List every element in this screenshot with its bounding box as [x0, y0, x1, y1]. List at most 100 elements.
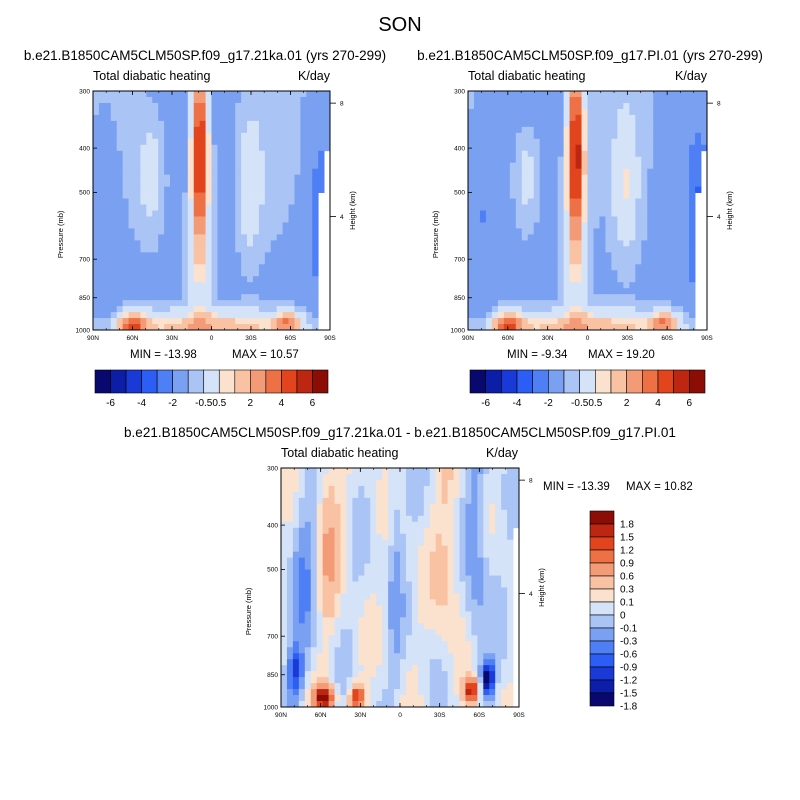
- panel2-cell: [629, 282, 636, 289]
- panel1-cell: [211, 126, 218, 134]
- panel3-cell: [400, 485, 407, 493]
- panel2-cell: [611, 210, 618, 217]
- panel2-cell: [695, 144, 702, 152]
- panel2-cell: [527, 120, 535, 128]
- panel2-cell: [557, 222, 565, 229]
- panel2-cell: [527, 306, 535, 313]
- panel1-cell: [270, 114, 278, 122]
- panel1-cell: [217, 294, 224, 301]
- panel3-cell: [429, 539, 437, 547]
- panel2-cell: [527, 240, 535, 247]
- panel3-cell: [382, 659, 389, 666]
- panel1-cell: [276, 204, 283, 211]
- panel2-cell: [557, 180, 565, 188]
- panel1-cell: [276, 162, 283, 170]
- panel3-cell: [388, 671, 395, 678]
- panel1-cell: [264, 96, 272, 104]
- panel3-cell: [394, 569, 401, 576]
- panel2-cell: [557, 276, 565, 283]
- panel3-cell: [441, 563, 448, 570]
- panel1-cell: [93, 204, 100, 211]
- panel3-cell: [429, 665, 437, 672]
- panel1-cell: [264, 162, 272, 170]
- panel3-cell: [358, 491, 365, 499]
- panel1-cell: [104, 312, 112, 319]
- panel1-cell: [152, 114, 159, 122]
- panel3-cell: [286, 497, 294, 505]
- panel2-cell: [593, 276, 600, 283]
- panel1-cell: [205, 150, 212, 158]
- panel2-cell: [689, 144, 696, 152]
- panel3-cell: [382, 665, 389, 672]
- panel1-cell: [276, 288, 283, 295]
- panel1-cell: [175, 318, 183, 325]
- panel2-cell: [587, 162, 594, 170]
- panel2-cell: [563, 168, 570, 176]
- panel3-cell: [465, 575, 472, 582]
- panel1-cell: [205, 252, 212, 259]
- panel3-cell: [352, 641, 359, 648]
- panel3-cell: [382, 527, 389, 535]
- panel1-cell: [170, 228, 177, 235]
- panel3-cell: [459, 683, 466, 690]
- panel1-cell: [122, 91, 129, 98]
- panel3-cell: [513, 503, 520, 511]
- panel3-cell: [298, 569, 306, 576]
- panel1-cell: [312, 120, 319, 128]
- panel2-cell: [515, 306, 523, 313]
- panel3-cell: [382, 509, 389, 517]
- panel3-cell: [364, 468, 371, 475]
- panel2-cell: [479, 198, 487, 205]
- panel2-cell: [479, 228, 487, 235]
- panel3-cell: [411, 671, 419, 678]
- panel2-cell: [695, 96, 702, 104]
- panel3-cell: [281, 599, 288, 606]
- panel3-cell: [501, 575, 508, 582]
- panel3-cell: [405, 587, 413, 594]
- panel1-cell: [134, 192, 141, 199]
- panel2-cell: [503, 264, 511, 271]
- panel3-cell: [388, 641, 395, 648]
- panel2-cell: [617, 294, 624, 301]
- panel2-cell: [611, 114, 618, 122]
- panel2-cell: [641, 246, 648, 253]
- panel1-cell: [152, 180, 159, 188]
- panel3-cell: [489, 521, 496, 529]
- panel3-cell: [489, 545, 496, 553]
- panel3-cell: [513, 497, 520, 505]
- panel2-cell: [503, 246, 511, 253]
- panel3-cell: [334, 491, 341, 499]
- panel3-cell: [423, 617, 431, 624]
- panel1-cell: [229, 234, 236, 241]
- panel1-cell: [152, 138, 159, 146]
- panel3-cell: [322, 539, 329, 547]
- panel2-cell: [677, 234, 684, 241]
- panel1-cell: [252, 216, 260, 223]
- panel1-cell: [211, 114, 218, 122]
- panel2-cell: [653, 264, 660, 271]
- panel1-cell: [140, 306, 147, 313]
- panel2-cell: [575, 234, 582, 241]
- panel2-cell: [485, 204, 493, 211]
- panel2-cell: [659, 186, 666, 193]
- panel3-cell: [423, 515, 431, 523]
- panel1-cell: [258, 312, 266, 319]
- panel3-cell: [507, 641, 514, 648]
- panel1-cell: [122, 114, 129, 122]
- panel3-cell: [400, 539, 407, 547]
- panel3-cell: [334, 653, 341, 660]
- panel1-cell: [294, 210, 301, 217]
- panel2-cell: [491, 180, 499, 188]
- panel3-cell: [370, 485, 377, 493]
- panel1-cell: [98, 240, 106, 247]
- panel1-cell: [229, 102, 236, 110]
- panel2-cell: [521, 114, 529, 122]
- panel3-cell: [322, 581, 329, 588]
- panel1-cell: [306, 288, 313, 295]
- panel2-cell: [647, 180, 654, 188]
- panel1-cell: [264, 240, 272, 247]
- panel2-cell: [533, 264, 541, 271]
- panel2-cell: [509, 222, 517, 229]
- panel1-cell: [235, 198, 242, 205]
- panel1-cell: [146, 102, 153, 110]
